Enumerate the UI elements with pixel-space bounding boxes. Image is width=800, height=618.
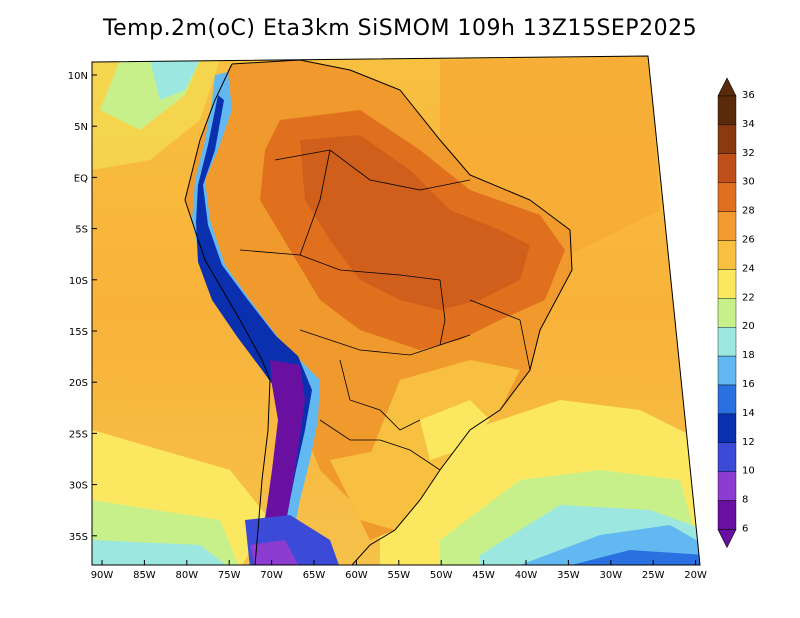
lon-tick-label: 35W (557, 570, 580, 581)
atlantic-coastline (231, 59, 573, 565)
colorbar-segment (717, 442, 737, 472)
lon-tick-label: 55W (387, 570, 410, 581)
colorbar-label: 28 (742, 206, 755, 217)
colorbar-label: 14 (742, 408, 755, 419)
colorbar-bottom-arrow (717, 529, 737, 549)
colorbar-label: 30 (742, 177, 755, 188)
colorbar-label: 36 (742, 90, 755, 101)
lon-tick-label: 25W (642, 570, 665, 581)
pacific-coastline (184, 63, 271, 565)
colorbar-label: 20 (742, 321, 755, 332)
colorbar-segment (717, 153, 737, 183)
map-frame (91, 55, 701, 566)
colorbar-segment (717, 95, 737, 126)
lat-tick-label: 30S (69, 481, 88, 492)
lon-tick-label: 45W (472, 570, 495, 581)
lat-tick-label: 15S (69, 327, 88, 338)
lat-tick-label: 35S (69, 532, 88, 543)
colorbar: 36 34 32 30 28 26 24 22 20 18 16 14 12 10 8 6 (717, 77, 755, 549)
colorbar-segment (717, 240, 737, 270)
colorbar-segment (717, 500, 737, 530)
lon-tick-label: 60W (345, 570, 368, 581)
colorbar-label: 26 (742, 235, 755, 246)
lon-tick-label: 50W (430, 570, 453, 581)
colorbar-label: 22 (742, 292, 755, 303)
andes-coldest-band (258, 360, 305, 565)
lat-tick-label: 20S (69, 378, 88, 389)
colorbar-label: 8 (742, 495, 748, 506)
colorbar-segment (717, 413, 737, 443)
lon-tick-label: 90W (91, 570, 114, 581)
lat-tick-label: 10N (68, 71, 88, 82)
colorbar-label: 24 (742, 263, 755, 274)
colorbar-label: 16 (742, 379, 755, 390)
lat-tick-label: 5N (74, 122, 88, 133)
colorbar-label: 12 (742, 437, 755, 448)
hottest-interior-area (300, 135, 530, 310)
lon-tick-label: 30W (599, 570, 622, 581)
colorbar-label: 18 (742, 350, 755, 361)
colorbar-label: 6 (742, 524, 748, 535)
map-field (92, 56, 700, 565)
lon-tick-label: 70W (260, 570, 283, 581)
longitude-axis: 90W 85W 80W 75W 70W 65W 60W 55W 50W 45W 40W 35W 30W 2… (91, 560, 707, 581)
colorbar-segment (717, 182, 737, 212)
map-title: Temp.2m(oC) Eta3km SiSMOM 109h 13Z15SEP2… (102, 16, 698, 41)
colorbar-segment (717, 355, 737, 386)
lat-tick-label: 10S (69, 276, 88, 287)
colorbar-segment (717, 269, 737, 299)
colorbar-segment (717, 298, 737, 328)
colorbar-segment (717, 327, 737, 357)
lon-tick-label: 65W (303, 570, 326, 581)
colorbar-top-arrow (717, 77, 737, 97)
lon-tick-label: 75W (218, 570, 241, 581)
southern-cone-mild-area (330, 450, 410, 530)
lat-tick-label: 5S (75, 225, 88, 236)
patagonia-coldest-area (250, 540, 300, 565)
lon-tick-label: 80W (175, 570, 198, 581)
lon-tick-label: 40W (515, 570, 538, 581)
colorbar-label: 34 (742, 119, 755, 130)
southeast-cool-area (420, 400, 490, 460)
south-pacific-coldest-area (92, 540, 230, 565)
colorbar-segment (717, 471, 737, 501)
colorbar-segment (717, 211, 737, 241)
lat-tick-label: EQ (74, 173, 88, 184)
lat-tick-label: 25S (69, 429, 88, 440)
country-borders (239, 149, 531, 471)
lon-tick-label: 20W (684, 570, 707, 581)
colorbar-segment (717, 384, 737, 415)
colorbar-segment (717, 124, 737, 155)
lon-tick-label: 85W (133, 570, 156, 581)
south-atlantic-coldest-area (560, 550, 700, 565)
colorbar-label: 32 (742, 148, 755, 159)
pacific-coolest-patch (150, 60, 200, 100)
colorbar-label: 10 (742, 466, 755, 477)
latitude-axis: 10N 5N EQ 5S 10S 15S 20S 25S 30S 35S (68, 71, 97, 543)
